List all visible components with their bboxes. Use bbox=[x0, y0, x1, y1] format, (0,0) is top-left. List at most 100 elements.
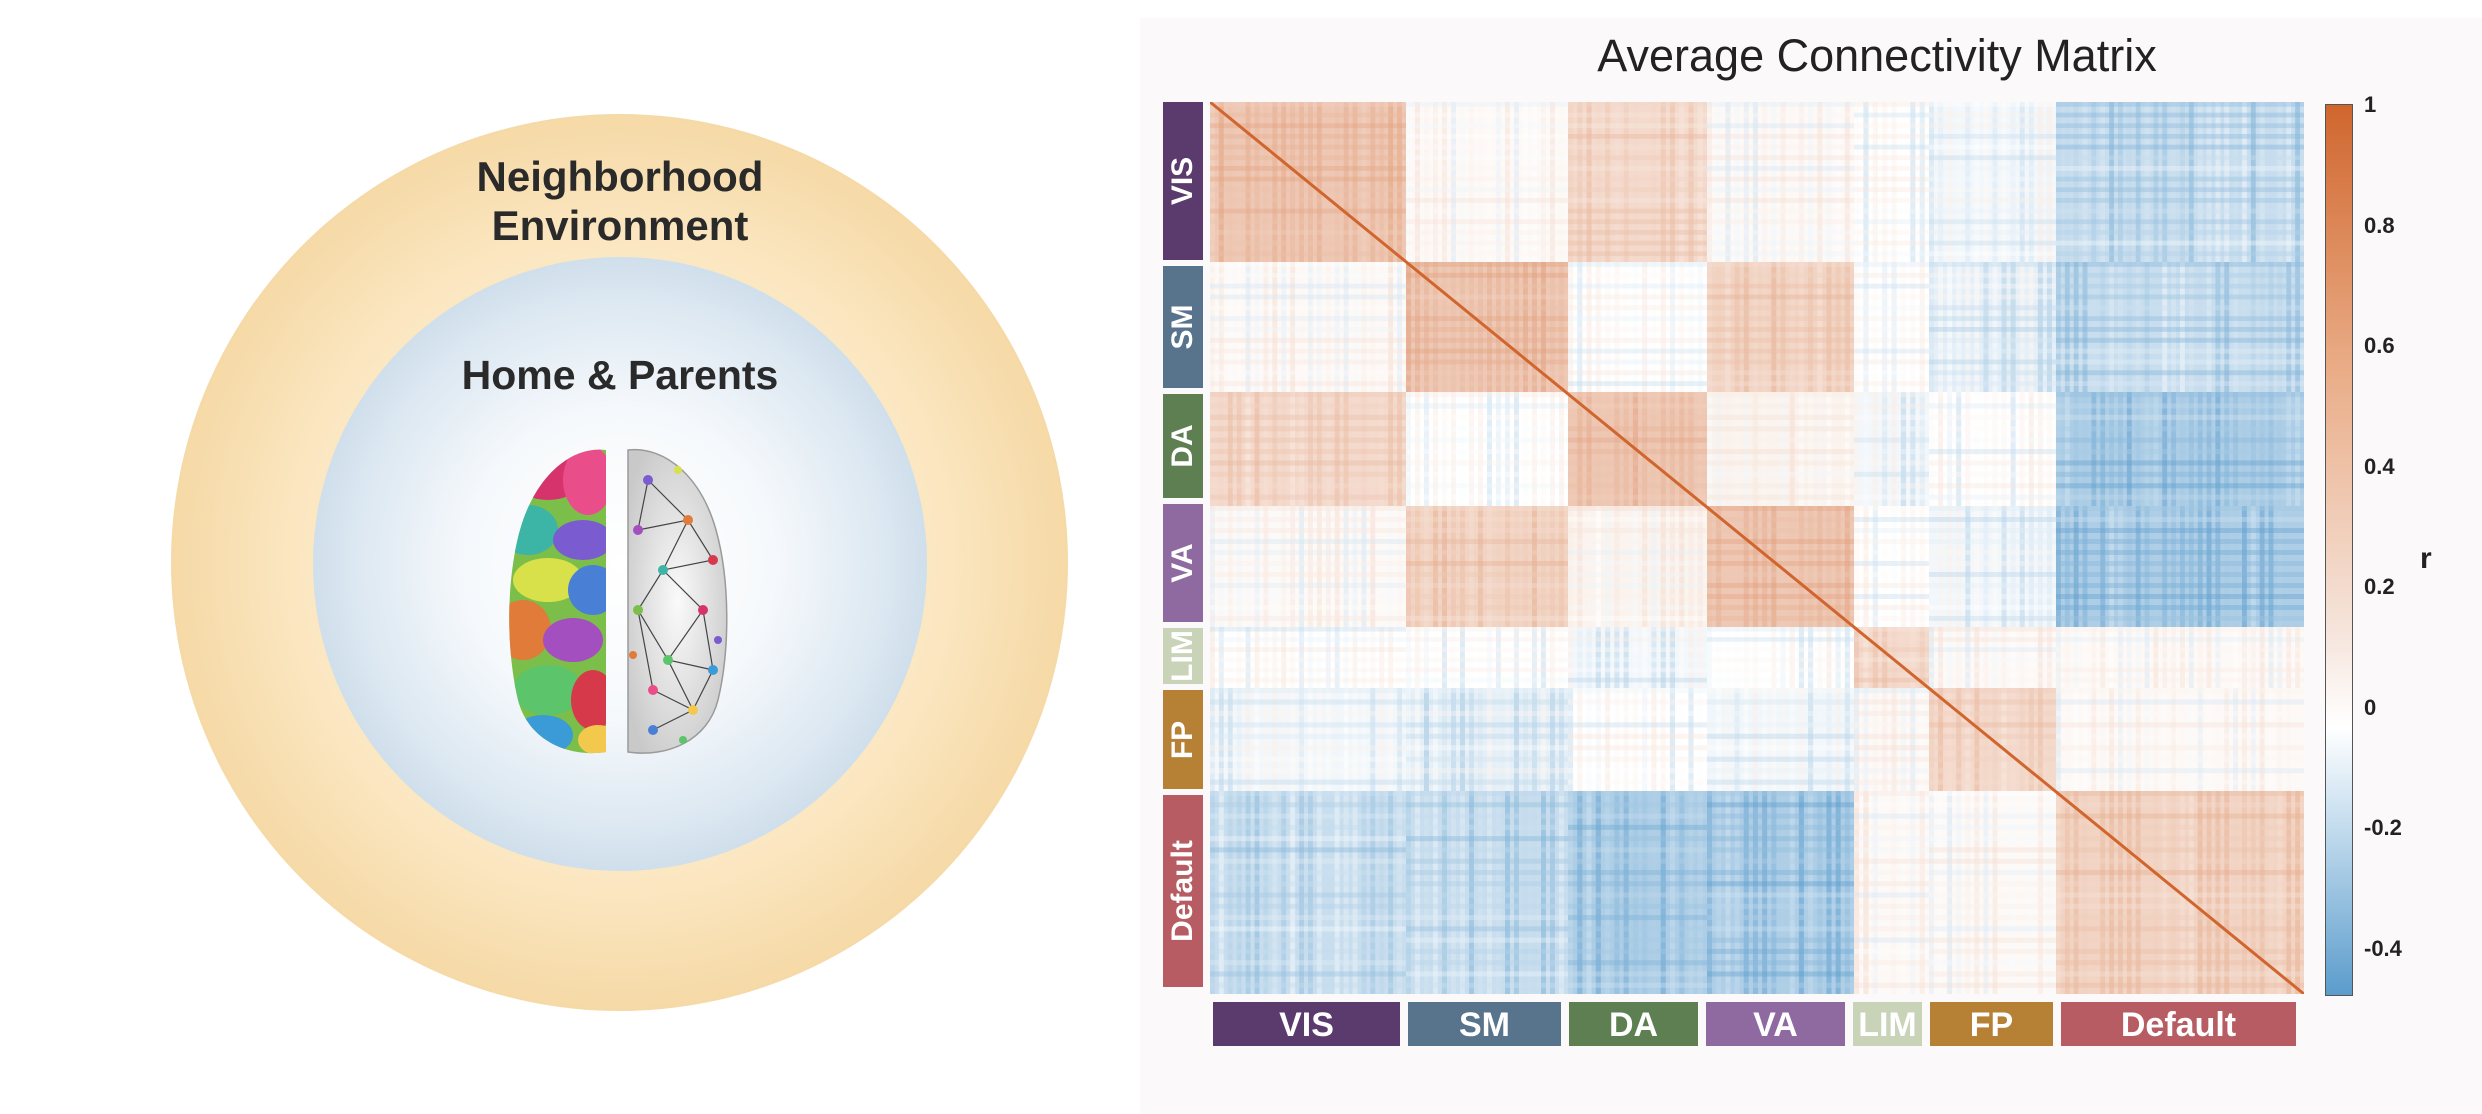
matrix-texture bbox=[1707, 605, 1854, 610]
matrix-texture bbox=[1406, 733, 1568, 739]
matrix-texture bbox=[1780, 392, 1786, 506]
matrix-texture bbox=[1568, 960, 1707, 966]
matrix-texture bbox=[1707, 449, 1854, 455]
matrix-texture bbox=[1406, 971, 1568, 977]
matrix-texture bbox=[1956, 627, 1962, 688]
matrix-texture bbox=[1974, 791, 1980, 994]
matrix-texture bbox=[1210, 370, 1406, 376]
matrix-texture bbox=[2056, 283, 2304, 289]
matrix-texture bbox=[1854, 572, 1929, 577]
matrix-texture bbox=[1817, 262, 1823, 392]
matrix-texture bbox=[1707, 294, 1854, 300]
matrix-texture bbox=[1854, 403, 1929, 409]
matrix-texture bbox=[1929, 616, 2056, 621]
matrix-texture bbox=[1882, 688, 1888, 791]
matrix-texture bbox=[1433, 688, 1438, 791]
matrix-texture bbox=[1281, 506, 1287, 627]
matrix-texture bbox=[1854, 483, 1929, 489]
matrix-texture bbox=[1642, 791, 1648, 994]
matrix-texture bbox=[1854, 414, 1929, 420]
matrix-texture bbox=[1406, 903, 1568, 909]
matrix-texture bbox=[1707, 283, 1854, 289]
matrix-texture bbox=[1938, 688, 1944, 791]
matrix-texture bbox=[1210, 677, 1406, 683]
matrix-texture bbox=[2153, 392, 2159, 506]
matrix-texture bbox=[2056, 847, 2304, 853]
matrix-texture bbox=[2028, 262, 2034, 392]
matrix-texture bbox=[2056, 494, 2304, 500]
matrix-texture bbox=[1505, 688, 1510, 791]
matrix-texture bbox=[1900, 102, 1907, 262]
matrix-texture bbox=[2037, 627, 2043, 688]
matrix-texture bbox=[1863, 627, 1869, 688]
matrix-texture bbox=[2010, 262, 2016, 392]
matrix-texture bbox=[1433, 102, 1438, 262]
matrix-texture bbox=[1406, 449, 1568, 455]
matrix-texture bbox=[2188, 791, 2194, 994]
matrix-texture bbox=[1707, 926, 1854, 932]
matrix-texture bbox=[1568, 471, 1707, 477]
column-label-vis: VIS bbox=[1213, 1002, 1400, 1046]
matrix-texture bbox=[1532, 262, 1537, 392]
matrix-texture bbox=[1210, 134, 1406, 139]
matrix-texture bbox=[1487, 688, 1492, 791]
matrix-texture bbox=[1688, 791, 1694, 994]
matrix-texture bbox=[1854, 155, 1929, 161]
matrix-texture bbox=[1433, 627, 1438, 688]
matrix-texture bbox=[1679, 262, 1685, 392]
matrix-texture bbox=[1854, 437, 1929, 443]
matrix-texture bbox=[2118, 392, 2123, 506]
matrix-texture bbox=[2197, 627, 2203, 688]
matrix-texture bbox=[1406, 572, 1568, 577]
matrix-texture bbox=[1406, 858, 1568, 864]
matrix-texture bbox=[1460, 627, 1465, 688]
matrix-texture bbox=[1406, 657, 1568, 663]
matrix-texture bbox=[1210, 251, 1406, 257]
matrix-texture bbox=[1854, 903, 1929, 909]
matrix-texture bbox=[1919, 688, 1925, 791]
matrix-texture bbox=[1210, 506, 1215, 627]
column-label-fp: FP bbox=[1930, 1002, 2053, 1046]
matrix-texture bbox=[1424, 506, 1429, 627]
matrix-texture bbox=[2019, 627, 2025, 688]
matrix-texture bbox=[1707, 647, 1854, 652]
matrix-texture bbox=[1451, 688, 1456, 791]
matrix-texture bbox=[1707, 348, 1854, 354]
matrix-texture bbox=[1679, 102, 1685, 262]
matrix-texture bbox=[2056, 550, 2304, 555]
matrix-texture bbox=[1707, 392, 1713, 506]
matrix-texture bbox=[2180, 506, 2185, 627]
matrix-texture bbox=[1929, 272, 2056, 278]
matrix-texture bbox=[1707, 847, 1854, 853]
matrix-texture bbox=[2056, 647, 2304, 652]
matrix-texture bbox=[2277, 506, 2283, 627]
matrix-texture bbox=[2064, 506, 2070, 627]
matrix-texture bbox=[1586, 791, 1592, 994]
matrix-texture bbox=[1334, 506, 1340, 627]
matrix-texture bbox=[1817, 688, 1823, 791]
matrix-texture bbox=[1707, 144, 1854, 150]
matrix-texture bbox=[1651, 688, 1657, 791]
matrix-texture bbox=[1568, 594, 1707, 599]
matrix-texture bbox=[1707, 722, 1854, 728]
matrix-texture bbox=[2091, 392, 2097, 506]
matrix-texture bbox=[2180, 392, 2185, 506]
matrix-texture bbox=[1835, 262, 1841, 392]
matrix-texture bbox=[1218, 262, 1224, 392]
matrix-texture bbox=[1532, 102, 1537, 262]
matrix-texture bbox=[1614, 791, 1620, 994]
matrix-texture bbox=[1210, 166, 1406, 171]
matrix-texture bbox=[1854, 494, 1929, 500]
matrix-texture bbox=[1406, 262, 1411, 392]
matrix-texture bbox=[1789, 688, 1795, 791]
matrix-texture bbox=[1568, 198, 1707, 203]
matrix-texture bbox=[1361, 688, 1367, 791]
matrix-texture bbox=[1210, 262, 1406, 267]
matrix-texture bbox=[1406, 102, 1568, 107]
matrix-texture bbox=[1642, 627, 1648, 688]
matrix-texture bbox=[1568, 688, 1574, 791]
matrix-texture bbox=[2056, 791, 2061, 994]
matrix-texture bbox=[1697, 791, 1703, 994]
matrix-texture bbox=[1929, 460, 2056, 466]
matrix-texture bbox=[1614, 262, 1620, 392]
